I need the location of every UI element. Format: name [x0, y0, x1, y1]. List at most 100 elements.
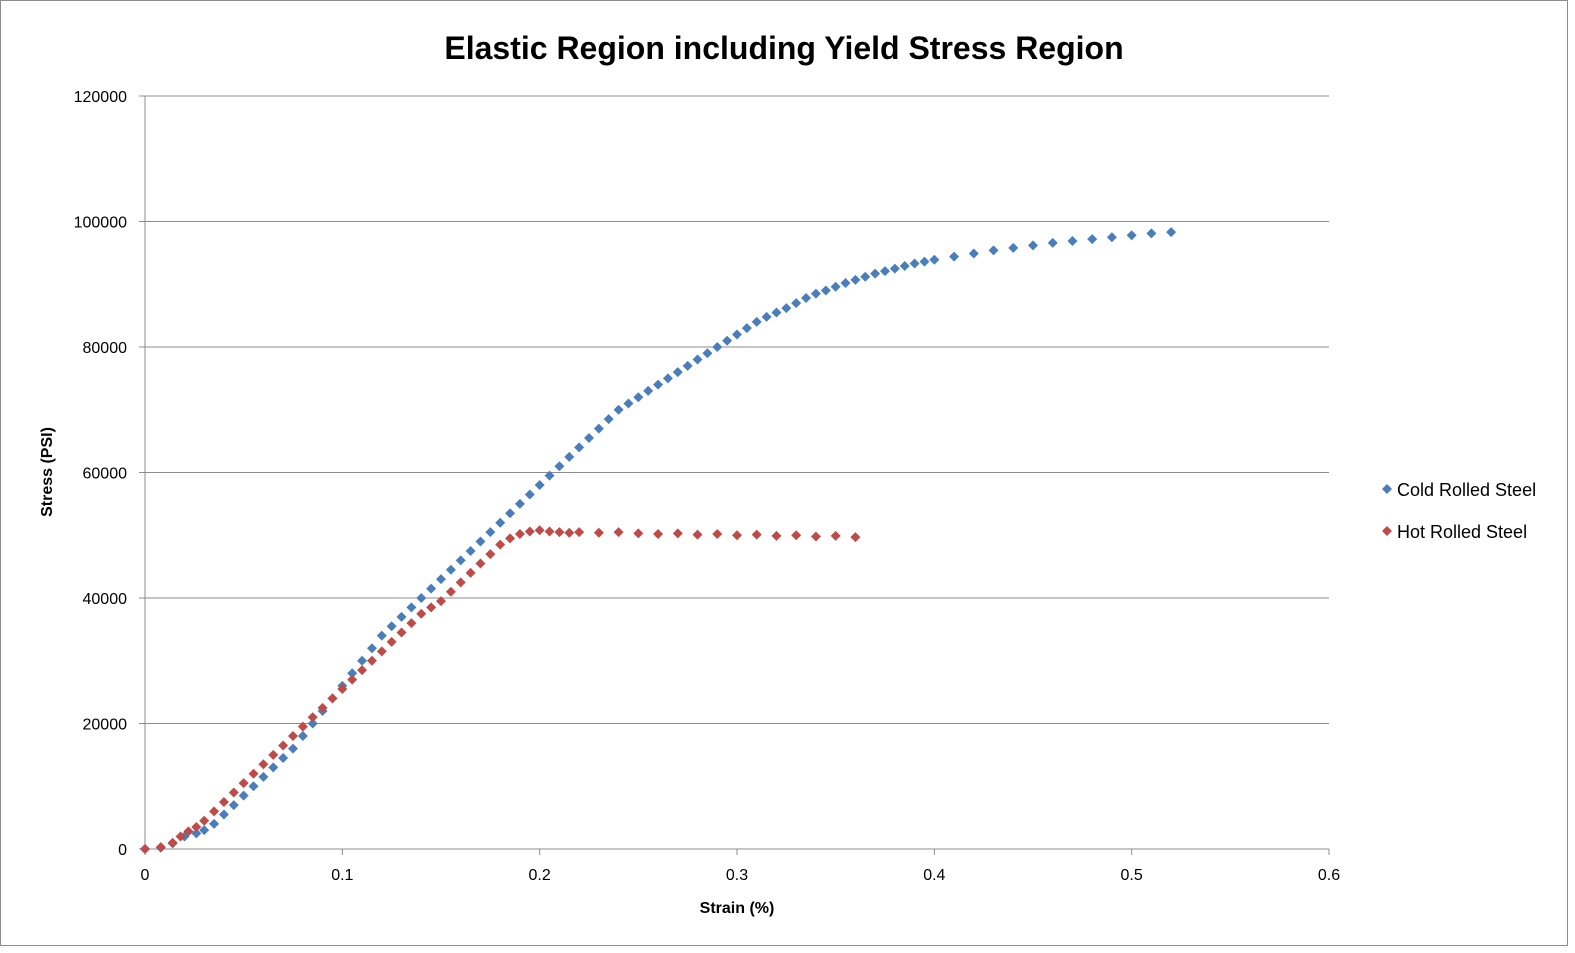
data-point [1126, 230, 1137, 241]
data-point [603, 414, 614, 425]
data-point [376, 646, 387, 657]
data-point [209, 818, 220, 829]
data-point [860, 271, 871, 282]
data-point [238, 778, 249, 789]
data-point [505, 508, 516, 519]
data-point [810, 531, 821, 542]
legend: Cold Rolled Steel Hot Rolled Steel [1382, 480, 1536, 542]
data-point [564, 451, 575, 462]
data-point [751, 316, 762, 327]
y-axis-label: Stress (PSI) [39, 427, 56, 517]
data-point [485, 527, 496, 538]
data-point [228, 800, 239, 811]
x-tick-label: 0.3 [726, 867, 748, 884]
data-point [633, 528, 644, 539]
data-point [722, 335, 733, 346]
data-point [465, 545, 476, 556]
data-point [258, 771, 269, 782]
data-point [426, 583, 437, 594]
data-point [396, 627, 407, 638]
gridlines [145, 95, 1329, 724]
data-point [574, 527, 585, 538]
data-point [455, 577, 466, 588]
data-point [524, 526, 535, 537]
data-point [167, 837, 178, 848]
data-point [1166, 227, 1177, 238]
data-point [357, 655, 368, 666]
data-point [347, 668, 358, 679]
data-point [1047, 237, 1058, 248]
data-point [534, 525, 545, 536]
data-point [366, 643, 377, 654]
data-point [327, 693, 338, 704]
x-tick-label: 0.6 [1318, 867, 1340, 884]
data-point [485, 549, 496, 560]
data-point [505, 533, 516, 544]
data-point [682, 360, 693, 371]
data-point [949, 251, 960, 262]
x-tick-label: 0.4 [923, 867, 945, 884]
data-point [554, 461, 565, 472]
data-point [465, 567, 476, 578]
data-point [791, 530, 802, 541]
data-point [347, 674, 358, 685]
data-point [455, 555, 466, 566]
data-point [584, 432, 594, 443]
data-point [436, 574, 446, 585]
data-point [357, 665, 368, 676]
data-point [183, 826, 194, 837]
data-point [909, 258, 920, 269]
data-point [475, 536, 486, 547]
data-point [613, 404, 624, 415]
legend-label: Hot Rolled Steel [1397, 522, 1527, 542]
data-point [574, 442, 585, 453]
data-point [317, 702, 328, 713]
x-tick-label: 0.5 [1121, 867, 1143, 884]
data-point [564, 527, 575, 538]
data-point [426, 602, 437, 613]
data-point [514, 498, 525, 509]
y-tick-label: 0 [118, 842, 127, 859]
data-point [801, 293, 812, 304]
data-point [593, 527, 604, 538]
data-point [702, 348, 713, 359]
data-point [771, 530, 782, 541]
data-point [544, 526, 555, 537]
data-point [514, 528, 525, 539]
data-point [751, 529, 762, 540]
data-point [228, 787, 239, 798]
data-point [199, 815, 210, 826]
y-tick-label: 120000 [74, 89, 127, 106]
series-0 [140, 227, 1177, 854]
y-tick-labels: 0 20000 40000 60000 80000 100000 120000 [74, 89, 127, 859]
data-point [191, 822, 202, 833]
data-point [1087, 234, 1098, 245]
data-point [623, 398, 634, 409]
data-point [307, 712, 318, 723]
y-tick-label: 60000 [83, 466, 128, 483]
data-point [988, 245, 999, 256]
data-point [653, 528, 664, 539]
data-point [791, 298, 802, 309]
data-point [850, 274, 861, 285]
data-point [495, 517, 506, 528]
data-point [593, 423, 604, 434]
legend-label: Cold Rolled Steel [1397, 480, 1536, 500]
y-tick-label: 40000 [83, 591, 128, 608]
data-point [436, 596, 446, 607]
data-point [534, 480, 545, 491]
series-1 [140, 525, 861, 854]
y-tick-label: 100000 [74, 215, 127, 232]
data-point [278, 740, 289, 751]
data-point [297, 721, 308, 732]
data-point [248, 781, 259, 792]
data-point [445, 564, 456, 575]
y-tick-label: 80000 [83, 340, 128, 357]
legend-marker [1382, 484, 1392, 494]
data-point [712, 528, 723, 539]
data-point [820, 285, 831, 296]
data-point [653, 379, 664, 390]
data-point [248, 768, 259, 779]
data-point [880, 266, 890, 277]
data-point [781, 303, 792, 314]
